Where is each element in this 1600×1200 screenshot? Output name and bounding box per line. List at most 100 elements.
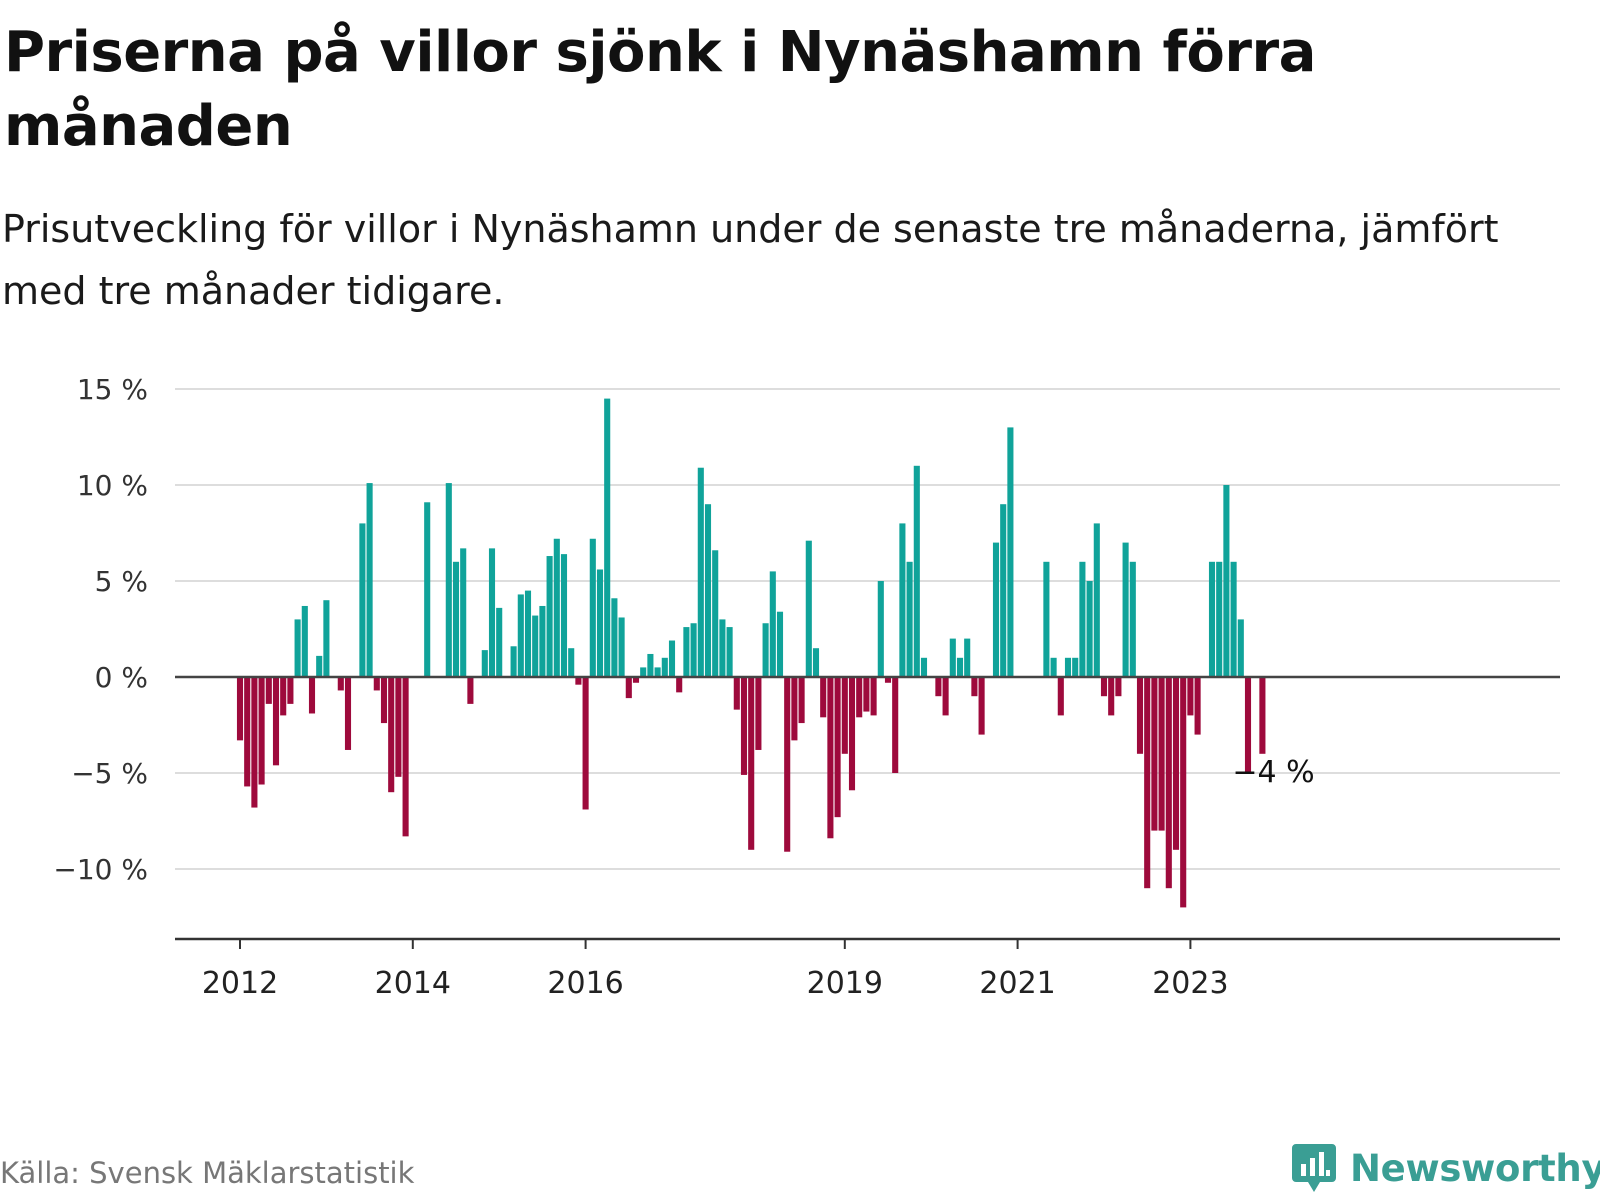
bar <box>546 556 553 677</box>
bar <box>1050 657 1057 677</box>
bar <box>539 605 546 677</box>
bar <box>251 677 258 808</box>
bar <box>791 677 798 741</box>
brand-logo[interactable]: Newsworthy <box>1290 1138 1600 1198</box>
bar <box>978 677 985 735</box>
bar <box>1043 561 1050 677</box>
bar <box>992 542 1000 677</box>
bar <box>920 657 928 677</box>
bar <box>1079 561 1086 677</box>
axes <box>175 675 1560 949</box>
bar <box>388 677 395 793</box>
bar <box>906 561 913 677</box>
bar <box>258 677 265 785</box>
bar <box>726 627 733 677</box>
bar <box>971 677 978 697</box>
y-tick-label: 0 % <box>95 661 148 694</box>
bar <box>517 594 524 677</box>
bar-annotation-label: −4 % <box>1232 755 1314 790</box>
bar <box>704 504 712 677</box>
bar <box>712 550 719 677</box>
bar <box>640 667 647 677</box>
bar <box>798 677 805 724</box>
bar <box>632 677 640 683</box>
bar <box>308 677 316 714</box>
bar <box>287 677 294 704</box>
bar <box>1259 677 1266 754</box>
chart-title: Priserna på villor sjönk i Nynäshamn för… <box>4 20 1316 159</box>
bar <box>1230 561 1237 677</box>
bar <box>380 677 388 724</box>
bar <box>776 611 784 677</box>
bar <box>424 502 431 677</box>
bar <box>272 677 280 766</box>
bar <box>1093 523 1100 677</box>
bar <box>1000 504 1007 677</box>
bar <box>784 677 791 852</box>
bar <box>877 581 884 677</box>
bar <box>1165 677 1172 889</box>
bar <box>265 677 272 704</box>
bar <box>949 638 956 677</box>
bar <box>834 677 841 818</box>
bar <box>373 677 380 691</box>
bar <box>236 677 244 741</box>
bar <box>863 677 870 712</box>
x-tick-label: 2014 <box>375 966 451 1001</box>
y-tick-label: 10 % <box>77 469 148 502</box>
bar <box>301 605 308 677</box>
bar <box>294 619 301 677</box>
bar <box>596 569 604 677</box>
bar <box>1072 657 1079 677</box>
newsworthy-logo-icon <box>1292 1144 1336 1192</box>
bar <box>604 398 611 677</box>
bar <box>805 540 812 677</box>
source-note: Källa: Svensk Mäklarstatistik <box>0 1156 415 1190</box>
bar <box>244 677 251 787</box>
x-tick-label: 2023 <box>1152 966 1228 1001</box>
bar <box>1223 485 1230 677</box>
y-tick-label: −10 % <box>53 853 148 886</box>
bar <box>625 677 632 699</box>
bar <box>683 627 690 677</box>
bar <box>654 667 661 677</box>
labels: 15 % 10 % 5 % 0 % −5 % −10 % 2012 2014 2016 2019 2… <box>53 373 1314 1001</box>
bar <box>1172 677 1180 850</box>
y-tick-label: 15 % <box>77 373 148 406</box>
bar <box>676 677 683 693</box>
bar <box>964 638 971 677</box>
bar <box>899 523 906 677</box>
bar <box>1180 677 1187 908</box>
bar <box>280 677 287 716</box>
bar <box>1151 677 1158 831</box>
bar <box>762 623 769 677</box>
bar <box>748 677 755 850</box>
bar <box>827 677 834 839</box>
bar <box>532 615 539 677</box>
bar <box>323 600 330 677</box>
bar <box>697 467 704 677</box>
bar <box>1129 561 1136 677</box>
bar <box>755 677 762 750</box>
bar <box>719 619 726 677</box>
bar <box>1158 677 1165 831</box>
brand-name: Newsworthy <box>1350 1146 1600 1190</box>
bar <box>575 677 582 685</box>
bar <box>1007 427 1014 677</box>
bar <box>870 677 877 716</box>
bar <box>452 561 460 677</box>
x-tick-label: 2012 <box>202 966 278 1001</box>
bar <box>690 623 697 677</box>
bar <box>841 677 848 754</box>
bar <box>611 598 618 677</box>
x-tick-label: 2021 <box>979 966 1055 1001</box>
bar <box>820 677 827 718</box>
bar <box>402 677 409 837</box>
bar <box>661 657 668 677</box>
bar <box>488 548 496 677</box>
bar <box>582 677 589 810</box>
y-tick-label: −5 % <box>71 757 148 790</box>
bar <box>1187 677 1194 716</box>
bar <box>445 483 452 677</box>
bar <box>1237 619 1244 677</box>
